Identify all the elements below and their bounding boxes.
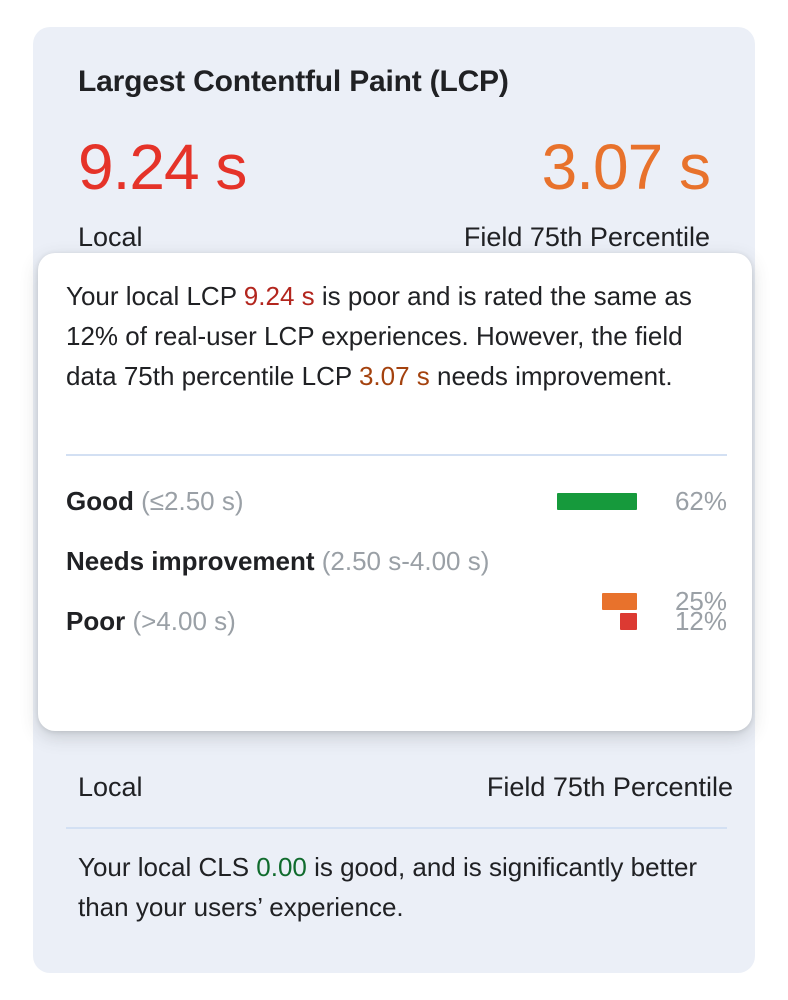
tooltip-text-seg2: is poor and is rated the same as 12% of … bbox=[66, 281, 692, 391]
distribution-list: Good (≤2.50 s) 62% Needs improvement (2.50… bbox=[66, 481, 727, 661]
tooltip-divider bbox=[66, 454, 727, 456]
tooltip-field-metric: 3.07 s bbox=[358, 361, 430, 391]
local-metric-unit: s bbox=[215, 131, 247, 203]
local-metric-number: 9.24 bbox=[78, 131, 200, 203]
cls-summary-text: Your local CLS 0.00 is good, and is sign… bbox=[78, 847, 698, 927]
distribution-bucket-name: Needs improvement bbox=[66, 546, 322, 576]
field-metric-column: 3.07 s Field 75th Percentile bbox=[363, 130, 711, 254]
tooltip-local-metric: 9.24 s bbox=[243, 281, 315, 311]
distribution-bar bbox=[602, 592, 637, 610]
cls-field-label: Field 75th Percentile bbox=[486, 772, 733, 802]
distribution-meter: 25% bbox=[536, 541, 727, 616]
local-metric-label: Local bbox=[78, 222, 143, 252]
page-title: Largest Contentful Paint (LCP) bbox=[78, 65, 509, 98]
field-metric-unit: s bbox=[679, 131, 711, 203]
metric-values-row: 9.24 s Local 3.07 s Field 75th Percentil… bbox=[33, 130, 755, 280]
distribution-bar-track bbox=[620, 601, 637, 641]
distribution-label: Good (≤2.50 s) bbox=[66, 481, 536, 521]
distribution-bar bbox=[557, 492, 637, 510]
distribution-bucket-name: Good bbox=[66, 486, 142, 516]
tooltip-text-seg3: needs improvement. bbox=[429, 361, 673, 391]
distribution-bar bbox=[620, 612, 637, 630]
cls-summary-suffix: is good, and is significantly better tha… bbox=[78, 852, 698, 922]
distribution-meter: 62% bbox=[536, 481, 727, 521]
tooltip-text-seg1: Your local LCP bbox=[66, 281, 244, 311]
distribution-bucket-range: (2.50 s-4.00 s) bbox=[321, 546, 490, 576]
distribution-row: Good (≤2.50 s) 62% bbox=[66, 481, 727, 539]
card-divider bbox=[66, 827, 727, 829]
field-metric-value: 3.07 s bbox=[363, 130, 711, 204]
distribution-label: Poor (>4.00 s) bbox=[66, 601, 536, 641]
local-metric-value: 9.24 s bbox=[78, 130, 247, 204]
lcp-tooltip-popover: Your local LCP 9.24 s is poor and is rat… bbox=[38, 253, 752, 731]
distribution-row: Poor (>4.00 s) 12% bbox=[66, 601, 727, 659]
distribution-bucket-range: (>4.00 s) bbox=[132, 606, 236, 636]
local-metric-column: 9.24 s Local bbox=[78, 130, 247, 254]
field-metric-label: Field 75th Percentile bbox=[463, 222, 710, 252]
distribution-bar-track bbox=[557, 481, 637, 521]
distribution-row: Needs improvement (2.50 s-4.00 s) 25% bbox=[66, 541, 727, 616]
distribution-meter: 12% bbox=[536, 601, 727, 641]
cls-local-label: Local bbox=[78, 772, 143, 802]
distribution-bucket-name: Poor bbox=[66, 606, 133, 636]
distribution-bar-track bbox=[602, 581, 637, 621]
field-metric-number: 3.07 bbox=[541, 131, 664, 203]
cls-summary-value: 0.00 bbox=[256, 852, 307, 882]
distribution-bucket-range: (≤2.50 s) bbox=[141, 486, 244, 516]
distribution-percent: 12% bbox=[674, 606, 727, 636]
distribution-label: Needs improvement (2.50 s-4.00 s) bbox=[66, 541, 536, 581]
cls-summary-prefix: Your local CLS bbox=[78, 852, 257, 882]
distribution-percent: 62% bbox=[674, 486, 727, 516]
cls-metric-labels-row: Local Field 75th Percentile bbox=[33, 758, 755, 818]
tooltip-paragraph: Your local LCP 9.24 s is poor and is rat… bbox=[66, 276, 726, 396]
distribution-percent: 25% bbox=[674, 586, 727, 616]
